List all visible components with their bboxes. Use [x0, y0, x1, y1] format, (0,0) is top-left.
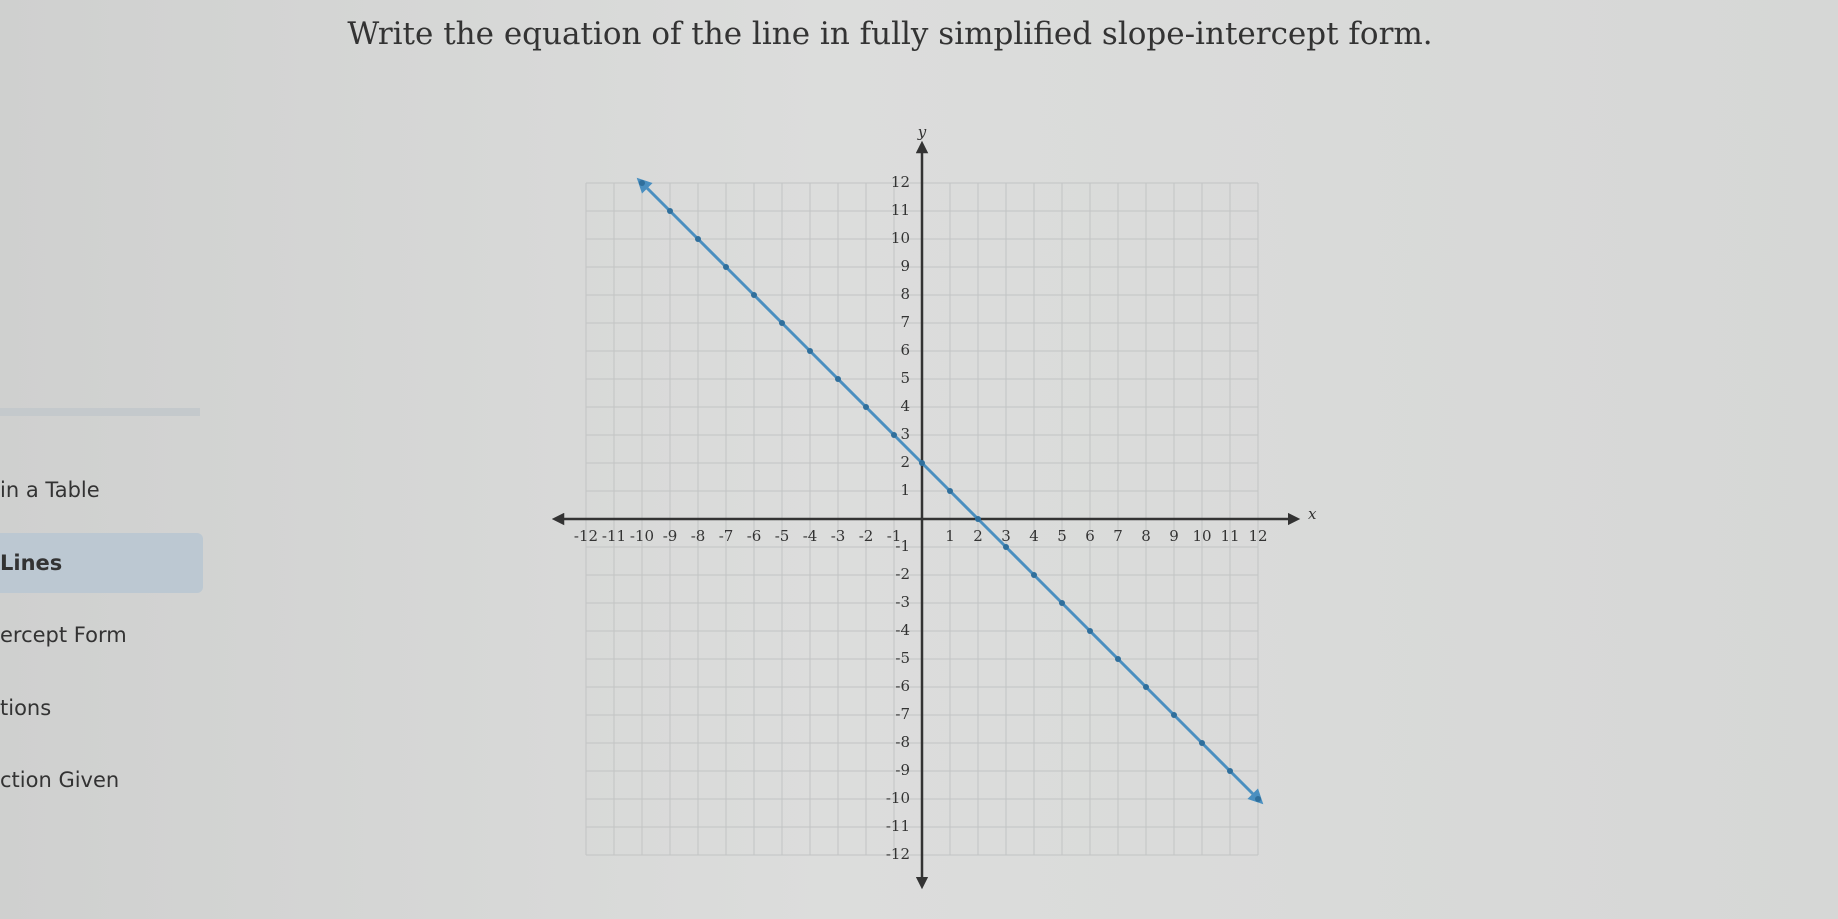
- data-point: [1031, 572, 1037, 578]
- data-point: [1171, 712, 1177, 718]
- data-point: [1115, 656, 1121, 662]
- x-tick-label: -2: [859, 527, 874, 545]
- y-tick-label: -9: [895, 761, 910, 779]
- y-tick-label: -4: [895, 621, 910, 639]
- x-tick-label: 5: [1057, 527, 1067, 545]
- data-point: [1199, 740, 1205, 746]
- x-tick-label: 4: [1029, 527, 1039, 545]
- data-point: [891, 432, 897, 438]
- data-point: [835, 376, 841, 382]
- x-tick-label: -7: [719, 527, 734, 545]
- data-point: [1087, 628, 1093, 634]
- x-tick-label: -5: [775, 527, 790, 545]
- y-tick-label: 1: [900, 481, 910, 499]
- y-tick-label: 5: [900, 369, 910, 387]
- data-point: [975, 516, 981, 522]
- data-point: [639, 180, 645, 186]
- y-tick-label: 8: [900, 285, 910, 303]
- y-tick-label: 7: [900, 313, 910, 331]
- x-tick-label: -9: [663, 527, 678, 545]
- y-tick-label: 6: [900, 341, 910, 359]
- y-tick-label: 11: [891, 201, 910, 219]
- x-tick-label: 1: [945, 527, 955, 545]
- nav-item[interactable]: in a Table: [0, 478, 100, 502]
- question-title: Write the equation of the line in fully …: [347, 16, 1433, 52]
- y-tick-label: -8: [895, 733, 910, 751]
- data-point: [919, 460, 925, 466]
- x-tick-label: 2: [973, 527, 983, 545]
- x-tick-label: 11: [1220, 527, 1239, 545]
- y-tick-label: -12: [886, 845, 910, 863]
- x-tick-label: 12: [1248, 527, 1267, 545]
- data-point: [947, 488, 953, 494]
- data-point: [667, 208, 673, 214]
- y-tick-label: 3: [900, 425, 910, 443]
- nav-item[interactable]: ercept Form: [0, 623, 127, 647]
- x-tick-label: -12: [574, 527, 598, 545]
- data-point: [1059, 600, 1065, 606]
- data-point: [751, 292, 757, 298]
- data-point: [1255, 796, 1261, 802]
- data-point: [779, 320, 785, 326]
- y-tick-label: 9: [900, 257, 910, 275]
- y-tick-label: -3: [895, 593, 910, 611]
- data-point: [1227, 768, 1233, 774]
- y-tick-label: -5: [895, 649, 910, 667]
- y-tick-label: -11: [886, 817, 910, 835]
- x-tick-label: -10: [630, 527, 654, 545]
- data-point: [807, 348, 813, 354]
- y-tick-label: 10: [891, 229, 910, 247]
- x-axis-label: x: [1308, 505, 1317, 523]
- y-axis-label: y: [917, 123, 927, 141]
- data-point: [723, 264, 729, 270]
- y-tick-label: -6: [895, 677, 910, 695]
- data-point: [1003, 544, 1009, 550]
- nav-item[interactable]: tions: [0, 696, 52, 720]
- sidebar: in a Table Lines ercept Form tions ction…: [0, 0, 205, 919]
- y-tick-label: 2: [900, 453, 910, 471]
- data-point: [863, 404, 869, 410]
- x-tick-label: 7: [1113, 527, 1123, 545]
- data-point: [1143, 684, 1149, 690]
- x-tick-label: 9: [1169, 527, 1179, 545]
- y-tick-label: 12: [891, 173, 910, 191]
- separator: [0, 408, 200, 416]
- x-tick-label: -4: [803, 527, 818, 545]
- y-tick-label: -10: [886, 789, 910, 807]
- data-point: [695, 236, 701, 242]
- x-tick-label: -3: [831, 527, 846, 545]
- nav-item[interactable]: ction Given: [0, 768, 120, 792]
- x-tick-label: 10: [1192, 527, 1211, 545]
- nav-item[interactable]: Lines: [0, 533, 203, 593]
- x-tick-label: 8: [1141, 527, 1151, 545]
- y-tick-label: -2: [895, 565, 910, 583]
- y-tick-label: -7: [895, 705, 910, 723]
- x-tick-label: 6: [1085, 527, 1095, 545]
- x-tick-label: -6: [747, 527, 762, 545]
- y-tick-label: -1: [895, 537, 910, 555]
- x-tick-label: -11: [602, 527, 626, 545]
- y-tick-label: 4: [900, 397, 910, 415]
- x-tick-label: -8: [691, 527, 706, 545]
